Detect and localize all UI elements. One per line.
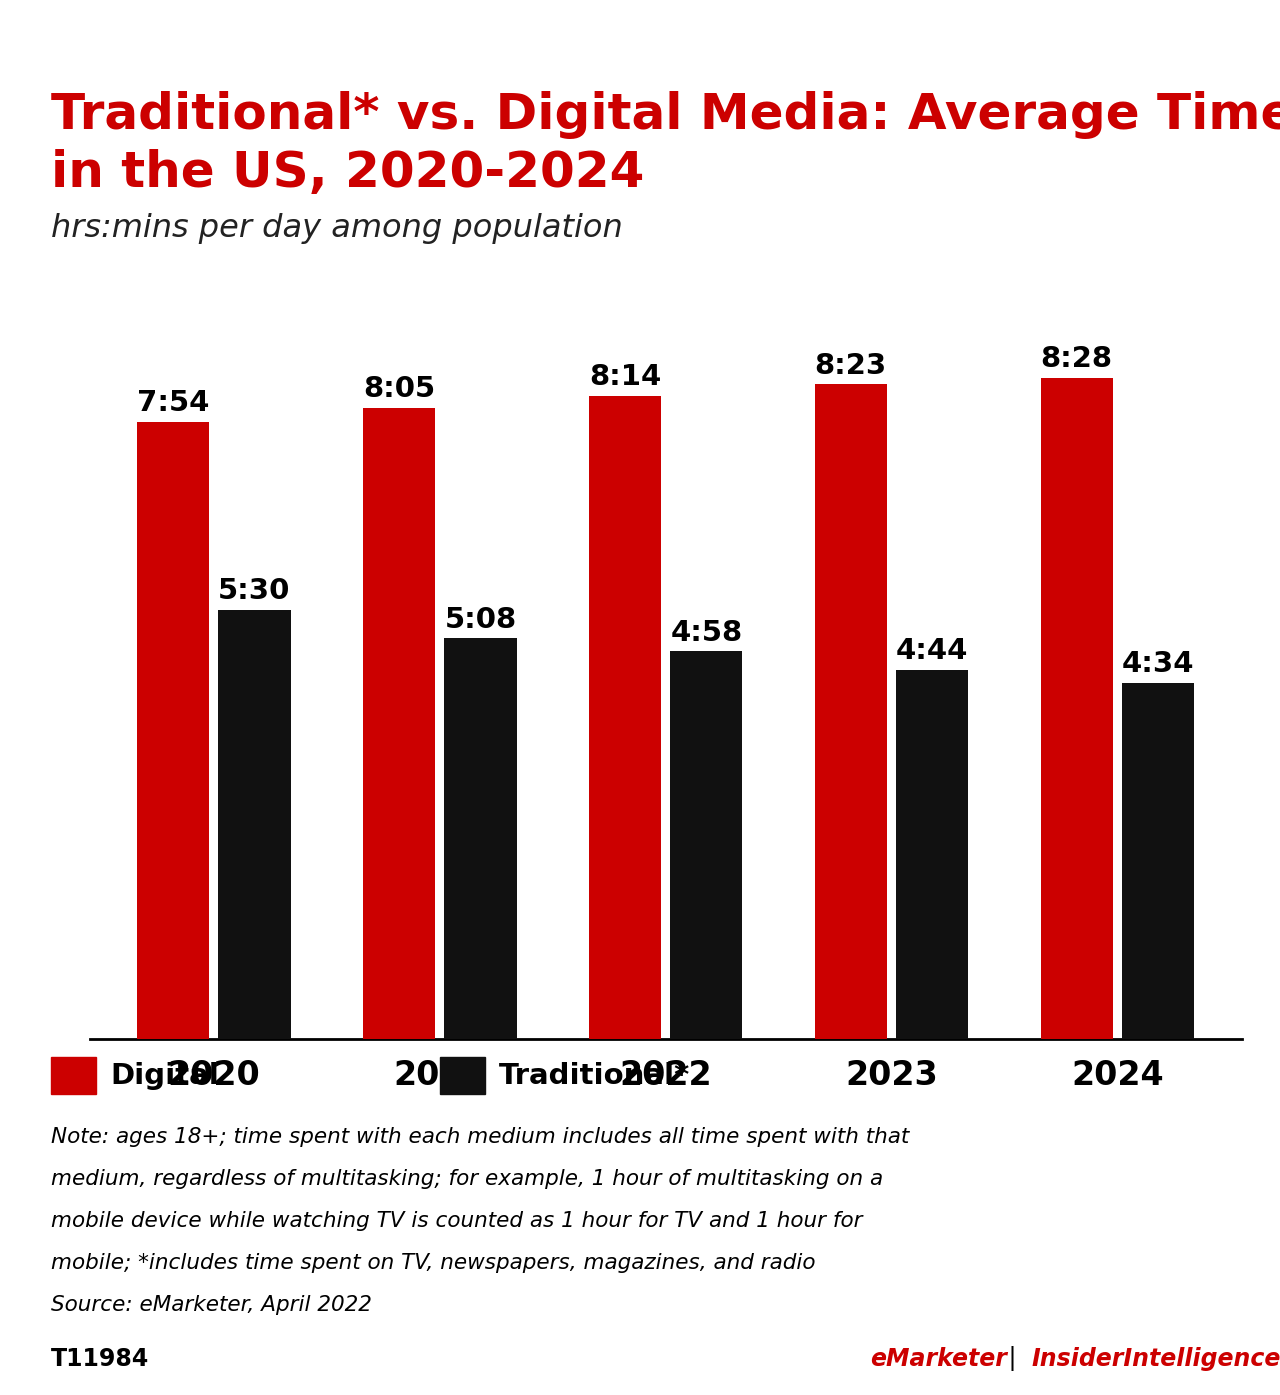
Bar bbox=[1041, 378, 1112, 1039]
Text: 8:28: 8:28 bbox=[1041, 345, 1112, 374]
Bar bbox=[137, 423, 210, 1039]
Text: 8:05: 8:05 bbox=[364, 375, 435, 403]
Text: in the US, 2020-2024: in the US, 2020-2024 bbox=[51, 149, 645, 197]
Text: T11984: T11984 bbox=[51, 1346, 150, 1371]
Text: 4:34: 4:34 bbox=[1121, 650, 1194, 678]
Bar bbox=[440, 1057, 485, 1094]
Text: 4:58: 4:58 bbox=[671, 618, 742, 647]
Text: Traditional* vs. Digital Media: Average Time Spent: Traditional* vs. Digital Media: Average … bbox=[51, 91, 1280, 138]
Text: 8:23: 8:23 bbox=[814, 352, 887, 379]
Text: 5:30: 5:30 bbox=[219, 578, 291, 605]
Bar bbox=[896, 670, 968, 1039]
Text: Traditional*: Traditional* bbox=[499, 1062, 690, 1089]
Text: 4:44: 4:44 bbox=[896, 638, 969, 665]
Bar bbox=[364, 407, 435, 1039]
Text: Source: eMarketer, April 2022: Source: eMarketer, April 2022 bbox=[51, 1295, 372, 1314]
Bar bbox=[219, 610, 291, 1039]
Text: |: | bbox=[1001, 1346, 1024, 1371]
Bar bbox=[444, 639, 517, 1039]
Text: mobile device while watching TV is counted as 1 hour for TV and 1 hour for: mobile device while watching TV is count… bbox=[51, 1211, 863, 1230]
Text: medium, regardless of multitasking; for example, 1 hour of multitasking on a: medium, regardless of multitasking; for … bbox=[51, 1169, 883, 1189]
Text: InsiderIntelligence.com: InsiderIntelligence.com bbox=[1032, 1346, 1280, 1371]
Text: Digital: Digital bbox=[110, 1062, 219, 1089]
Text: mobile; *includes time spent on TV, newspapers, magazines, and radio: mobile; *includes time spent on TV, news… bbox=[51, 1253, 815, 1272]
Bar bbox=[1121, 682, 1194, 1039]
Text: 7:54: 7:54 bbox=[137, 389, 210, 417]
Text: 5:08: 5:08 bbox=[444, 605, 516, 633]
Text: eMarketer: eMarketer bbox=[870, 1346, 1007, 1371]
Bar bbox=[814, 385, 887, 1039]
Bar bbox=[589, 396, 660, 1039]
Text: 8:14: 8:14 bbox=[589, 364, 660, 392]
Bar bbox=[671, 651, 742, 1039]
Text: Note: ages 18+; time spent with each medium includes all time spent with that: Note: ages 18+; time spent with each med… bbox=[51, 1127, 910, 1147]
Bar bbox=[51, 1057, 96, 1094]
Text: hrs:mins per day among population: hrs:mins per day among population bbox=[51, 213, 623, 244]
